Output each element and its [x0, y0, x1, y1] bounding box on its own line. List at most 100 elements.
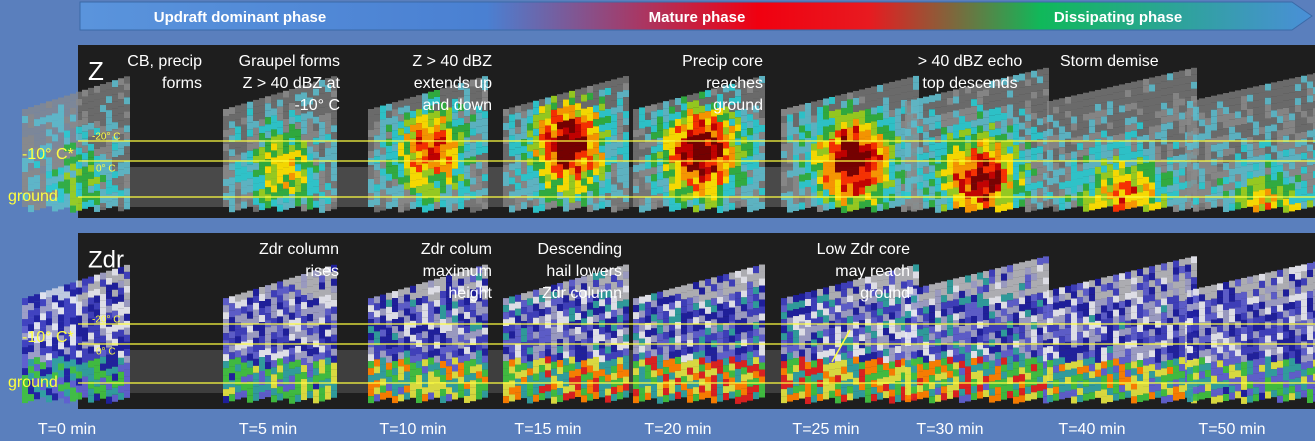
radar-cell — [829, 124, 835, 132]
radar-cell — [1193, 134, 1199, 142]
radar-cell — [1101, 88, 1107, 96]
radar-cell — [1125, 125, 1131, 133]
radar-cell — [34, 364, 40, 372]
radar-cell — [464, 325, 470, 333]
radar-cell — [1211, 116, 1217, 124]
radar-cell — [28, 296, 34, 304]
radar-cell — [533, 303, 539, 311]
radar-cell — [663, 101, 669, 109]
radar-cell — [458, 306, 464, 314]
radar-cell — [717, 345, 723, 353]
radar-cell — [633, 375, 639, 383]
radar-cell — [545, 188, 551, 196]
radar-cell — [947, 195, 953, 203]
radar-cell — [923, 96, 929, 104]
radar-cell — [753, 98, 759, 106]
radar-cell — [971, 127, 977, 135]
radar-cell — [705, 369, 711, 377]
radar-cell — [374, 142, 380, 150]
radar-cell — [253, 309, 259, 317]
radar-cell — [313, 109, 319, 117]
radar-cell — [253, 386, 259, 394]
radar-cell — [223, 172, 229, 180]
radar-cell — [325, 176, 331, 184]
radar-cell — [229, 366, 235, 374]
radar-cell — [52, 379, 58, 387]
radar-cell — [675, 126, 681, 134]
radar-cell — [1271, 138, 1277, 146]
radar-cell — [1313, 129, 1315, 137]
radar-cell — [410, 152, 416, 160]
radar-cell — [859, 180, 865, 188]
radar-cell — [663, 395, 669, 403]
radar-cell — [747, 191, 753, 199]
radar-cell — [368, 319, 374, 327]
radar-cell — [374, 121, 380, 129]
radar-cell — [895, 80, 901, 88]
radar-cell — [1053, 176, 1059, 184]
radar-cell — [392, 144, 398, 152]
radar-cell — [1179, 189, 1185, 197]
radar-cell — [923, 166, 929, 174]
radar-cell — [368, 305, 374, 313]
radar-cell — [977, 104, 983, 112]
radar-cell — [693, 135, 699, 143]
radar-cell — [1001, 84, 1007, 92]
radar-cell — [1193, 183, 1199, 191]
radar-cell — [705, 153, 711, 161]
radar-cell — [1113, 162, 1119, 170]
radar-cell — [1271, 124, 1277, 132]
radar-cell — [404, 357, 410, 365]
radar-cell — [705, 278, 711, 286]
radar-cell — [94, 85, 100, 93]
radar-cell — [319, 135, 325, 143]
radar-cell — [40, 383, 46, 391]
radar-cell — [259, 112, 265, 120]
radar-cell — [977, 146, 983, 154]
radar-cell — [94, 393, 100, 401]
radar-cell — [623, 264, 629, 272]
radar-cell — [458, 111, 464, 119]
radar-cell — [307, 146, 313, 154]
radar-cell — [557, 304, 563, 312]
radar-cell — [464, 374, 470, 382]
radar-cell — [983, 173, 989, 181]
radar-cell — [416, 165, 422, 173]
radar-cell — [669, 309, 675, 317]
radar-cell — [313, 305, 319, 313]
radar-cell — [259, 105, 265, 113]
radar-cell — [787, 121, 793, 129]
radar-cell — [434, 117, 440, 125]
radar-cell — [699, 119, 705, 127]
radar-cell — [675, 293, 681, 301]
radar-cell — [118, 273, 124, 281]
radar-cell — [476, 343, 482, 351]
radar-cell — [253, 372, 259, 380]
radar-cell — [331, 334, 337, 342]
radar-cell — [398, 114, 404, 122]
radar-cell — [374, 380, 380, 388]
radar-cell — [476, 84, 482, 92]
radar-cell — [1025, 121, 1031, 129]
radar-cell — [847, 92, 853, 100]
radar-cell — [681, 348, 687, 356]
radar-cell — [241, 355, 247, 363]
radar-cell — [835, 109, 841, 117]
radar-cell — [793, 113, 799, 121]
radar-cell — [953, 166, 959, 174]
radar-cell — [271, 122, 277, 130]
radar-cell — [699, 336, 705, 344]
radar-cell — [1131, 109, 1137, 117]
radar-cell — [307, 90, 313, 98]
radar-cell — [1031, 175, 1037, 183]
radar-cell — [1235, 153, 1241, 161]
radar-cell — [331, 76, 337, 84]
radar-cell — [271, 136, 277, 144]
radar-cell — [617, 154, 623, 162]
radar-cell — [557, 129, 563, 137]
radar-cell — [515, 322, 521, 330]
radar-cell — [313, 88, 319, 96]
radar-cell — [687, 374, 693, 382]
radar-cell — [1301, 103, 1307, 111]
radar-cell — [515, 392, 521, 400]
